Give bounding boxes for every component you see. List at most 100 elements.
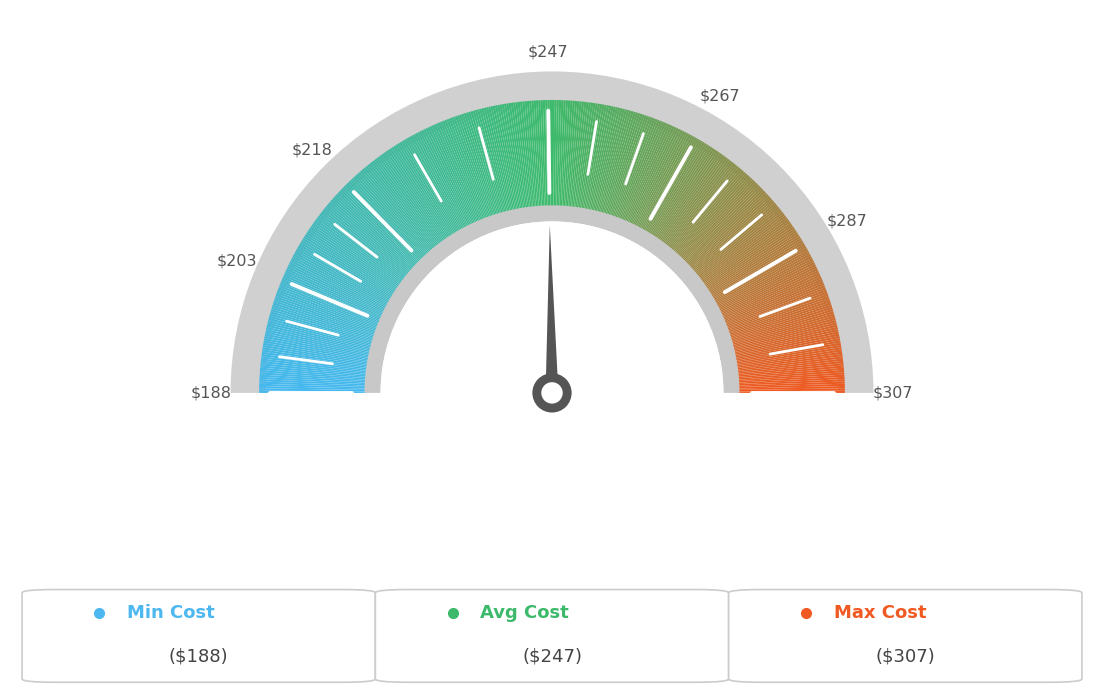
Wedge shape (731, 315, 835, 345)
Wedge shape (733, 331, 839, 355)
Wedge shape (427, 127, 475, 225)
Text: ($188): ($188) (169, 648, 229, 666)
Wedge shape (693, 203, 776, 273)
Wedge shape (461, 114, 496, 216)
Wedge shape (689, 196, 771, 269)
Wedge shape (297, 248, 391, 302)
Wedge shape (584, 104, 605, 210)
Wedge shape (286, 268, 384, 315)
Wedge shape (649, 143, 707, 235)
Wedge shape (672, 170, 744, 253)
Text: $287: $287 (826, 213, 867, 228)
Wedge shape (686, 189, 764, 265)
Wedge shape (550, 100, 552, 207)
Wedge shape (701, 217, 787, 282)
Wedge shape (696, 206, 779, 275)
Wedge shape (612, 116, 649, 217)
Wedge shape (322, 210, 407, 278)
Wedge shape (737, 382, 845, 387)
Wedge shape (371, 161, 438, 247)
Wedge shape (486, 107, 511, 212)
Wedge shape (450, 117, 489, 219)
Wedge shape (645, 139, 701, 233)
Wedge shape (231, 72, 873, 393)
Text: Min Cost: Min Cost (127, 604, 214, 622)
FancyBboxPatch shape (22, 589, 375, 682)
Wedge shape (676, 175, 750, 255)
Wedge shape (713, 248, 807, 302)
Wedge shape (578, 103, 595, 209)
Wedge shape (611, 115, 647, 217)
Wedge shape (723, 281, 824, 323)
Wedge shape (393, 146, 453, 237)
Text: Avg Cost: Avg Cost (480, 604, 569, 622)
Wedge shape (446, 119, 487, 219)
Wedge shape (681, 183, 757, 261)
Wedge shape (466, 112, 499, 215)
Wedge shape (650, 144, 709, 236)
Wedge shape (261, 363, 368, 375)
Wedge shape (735, 349, 842, 366)
Text: ($307): ($307) (875, 648, 935, 666)
Wedge shape (337, 193, 416, 267)
Wedge shape (614, 117, 651, 218)
Wedge shape (608, 114, 643, 216)
Wedge shape (737, 372, 845, 382)
Wedge shape (266, 327, 371, 353)
Wedge shape (673, 172, 745, 253)
Wedge shape (274, 300, 375, 335)
Wedge shape (264, 340, 370, 361)
Wedge shape (720, 268, 818, 315)
Wedge shape (665, 160, 732, 246)
Wedge shape (442, 121, 484, 221)
Wedge shape (737, 368, 843, 378)
Wedge shape (522, 101, 534, 208)
Wedge shape (647, 141, 703, 234)
Wedge shape (423, 129, 471, 226)
Wedge shape (660, 155, 724, 243)
Wedge shape (341, 188, 420, 264)
Wedge shape (732, 320, 836, 348)
Wedge shape (315, 219, 403, 284)
Wedge shape (595, 108, 623, 213)
Wedge shape (302, 238, 394, 296)
Wedge shape (662, 157, 728, 244)
Text: Max Cost: Max Cost (834, 604, 926, 622)
Wedge shape (737, 377, 845, 384)
Wedge shape (735, 345, 841, 364)
Wedge shape (307, 230, 397, 291)
Wedge shape (266, 329, 371, 354)
Wedge shape (576, 103, 593, 209)
Wedge shape (732, 318, 836, 346)
Wedge shape (580, 104, 598, 210)
Wedge shape (707, 230, 797, 291)
Wedge shape (714, 250, 808, 304)
Wedge shape (533, 101, 542, 208)
Wedge shape (667, 163, 735, 248)
Wedge shape (668, 164, 736, 249)
Wedge shape (368, 164, 436, 249)
Wedge shape (268, 320, 372, 348)
Wedge shape (429, 126, 476, 224)
Wedge shape (382, 153, 445, 242)
Wedge shape (736, 363, 843, 375)
Wedge shape (716, 256, 811, 307)
Wedge shape (350, 179, 425, 259)
Wedge shape (262, 356, 368, 371)
Wedge shape (700, 215, 786, 282)
Wedge shape (737, 391, 845, 393)
Wedge shape (457, 115, 493, 217)
Wedge shape (558, 100, 563, 207)
Wedge shape (729, 304, 832, 338)
Text: $307: $307 (873, 386, 913, 400)
Wedge shape (631, 128, 679, 226)
Wedge shape (407, 137, 461, 232)
Wedge shape (730, 307, 832, 339)
Wedge shape (263, 347, 369, 365)
Wedge shape (588, 106, 612, 211)
Wedge shape (569, 101, 580, 208)
Wedge shape (290, 260, 386, 310)
Wedge shape (438, 122, 481, 222)
Wedge shape (259, 388, 367, 391)
Wedge shape (300, 241, 393, 298)
